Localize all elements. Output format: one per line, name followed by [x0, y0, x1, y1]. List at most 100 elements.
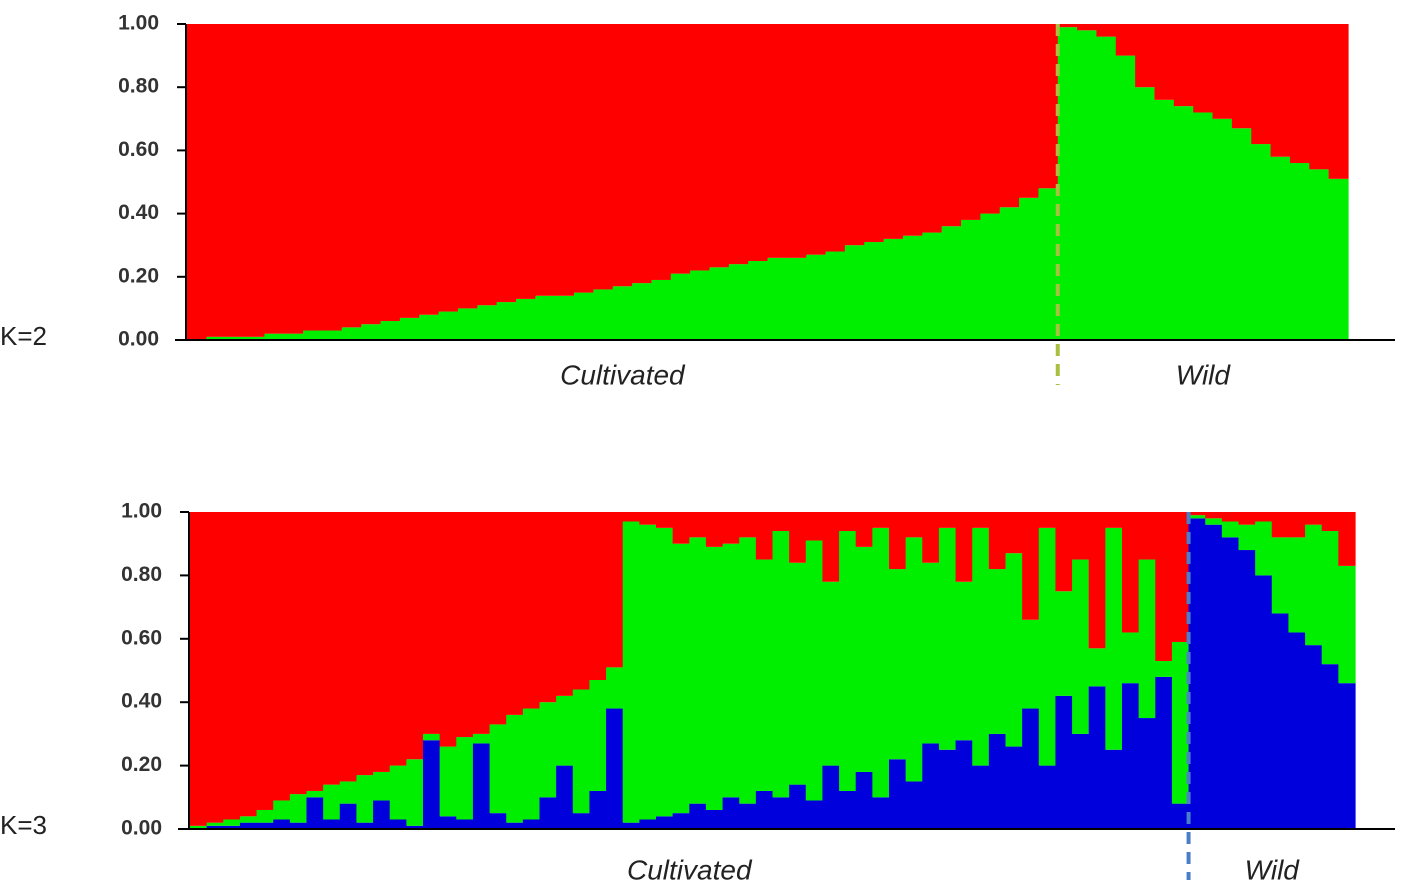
bar-segment	[822, 581, 840, 766]
bar-segment	[1305, 645, 1323, 829]
bar-segment	[689, 803, 707, 829]
bar-segment	[1271, 537, 1290, 614]
bar-segment	[439, 746, 457, 817]
bar-segment	[1188, 515, 1206, 519]
bar-segment	[1193, 24, 1214, 113]
bar-segment	[1138, 559, 1156, 719]
bar-segment	[419, 24, 440, 315]
bar-segment	[883, 24, 904, 239]
bar-segment	[1005, 553, 1023, 747]
bar-segment	[1155, 660, 1173, 677]
bar-segment	[825, 251, 846, 340]
bar-segment	[264, 24, 285, 334]
bar-segment	[941, 226, 962, 340]
bar-segment	[283, 333, 304, 340]
bar-segment	[1171, 512, 1190, 642]
bar-segment	[656, 527, 674, 817]
bar-segment	[1188, 512, 1206, 516]
bar-segment	[1255, 521, 1273, 576]
bar-segment	[273, 512, 291, 801]
bar-segment	[554, 295, 575, 340]
bar-segment	[1077, 30, 1098, 340]
bar-segment	[789, 512, 807, 563]
bar-segment	[844, 24, 865, 246]
bar-segment	[339, 781, 358, 804]
y-tick-label: 0.60	[121, 626, 162, 649]
bar-segment	[805, 512, 824, 541]
bar-segment	[1289, 163, 1310, 340]
bar-segment	[938, 749, 957, 829]
bar-segment	[1321, 531, 1339, 665]
bar-segment	[972, 765, 990, 829]
bar-segment	[772, 797, 790, 829]
bar-segment	[399, 317, 420, 340]
bar-segment	[423, 733, 441, 741]
bar-segment	[339, 512, 358, 782]
y-tick-label: 0.40	[118, 201, 159, 224]
bar-segment	[206, 825, 224, 829]
group-label: Cultivated	[560, 359, 686, 390]
bar-segment	[690, 270, 711, 340]
y-tick-label: 0.00	[118, 328, 159, 351]
bar-segment	[822, 512, 840, 582]
bar-segment	[1231, 128, 1252, 340]
y-tick-label: 1.00	[118, 12, 159, 35]
bar-segment	[1338, 565, 1356, 684]
bar-segment	[439, 816, 457, 829]
y-tick-label: 0.00	[121, 817, 162, 840]
bar-segment	[722, 512, 740, 544]
bar-segment	[341, 24, 362, 328]
bar-segment	[489, 512, 507, 725]
bar-segment	[1077, 24, 1098, 31]
bar-segment	[922, 232, 943, 340]
bar-segment	[1212, 118, 1233, 340]
bar-segment	[438, 24, 459, 312]
bar-segment	[1122, 683, 1140, 829]
bar-segment	[883, 238, 904, 340]
bar-segment	[593, 289, 614, 340]
bar-segment	[506, 822, 524, 829]
bar-segment	[1055, 695, 1073, 829]
bar-segment	[722, 543, 740, 798]
bar-segment	[1022, 512, 1040, 620]
bar-segment	[389, 512, 407, 766]
bar-segment	[806, 24, 827, 255]
bar-segment	[656, 816, 674, 829]
bar-segment	[805, 540, 824, 801]
bar-segment	[1022, 619, 1040, 709]
bar-segment	[1221, 537, 1240, 829]
bar-segment	[938, 512, 957, 528]
bar-segment	[739, 512, 757, 538]
bar-segment	[515, 298, 536, 340]
bar-segment	[1270, 24, 1291, 157]
bar-segment	[1038, 527, 1057, 766]
bar-segment	[256, 822, 274, 829]
bar-segment	[323, 819, 341, 829]
bar-segment	[705, 809, 724, 829]
bar-segment	[961, 219, 981, 340]
bar-segment	[273, 819, 291, 829]
bar-segment	[438, 311, 459, 340]
bar-segment	[1289, 24, 1310, 164]
bar-segment	[980, 213, 1001, 340]
bar-segment	[889, 569, 907, 760]
bar-segment	[539, 702, 557, 798]
bar-segment	[423, 740, 441, 829]
bar-segment	[380, 321, 401, 340]
bar-segment	[190, 825, 208, 829]
bar-segment	[1138, 512, 1156, 560]
bar-segment	[323, 512, 341, 785]
bar-segment	[612, 24, 633, 287]
y-tick-label: 0.20	[121, 753, 162, 776]
bar-segment	[472, 743, 491, 829]
bar-segment	[864, 242, 885, 340]
bar-segment	[672, 543, 690, 814]
bar-segment	[399, 24, 420, 318]
bar-segment	[572, 813, 591, 829]
bar-segment	[905, 781, 923, 829]
bar-segment	[1038, 188, 1059, 340]
bar-segment	[639, 819, 657, 829]
bar-segment	[306, 512, 324, 791]
bar-segment	[361, 324, 382, 340]
